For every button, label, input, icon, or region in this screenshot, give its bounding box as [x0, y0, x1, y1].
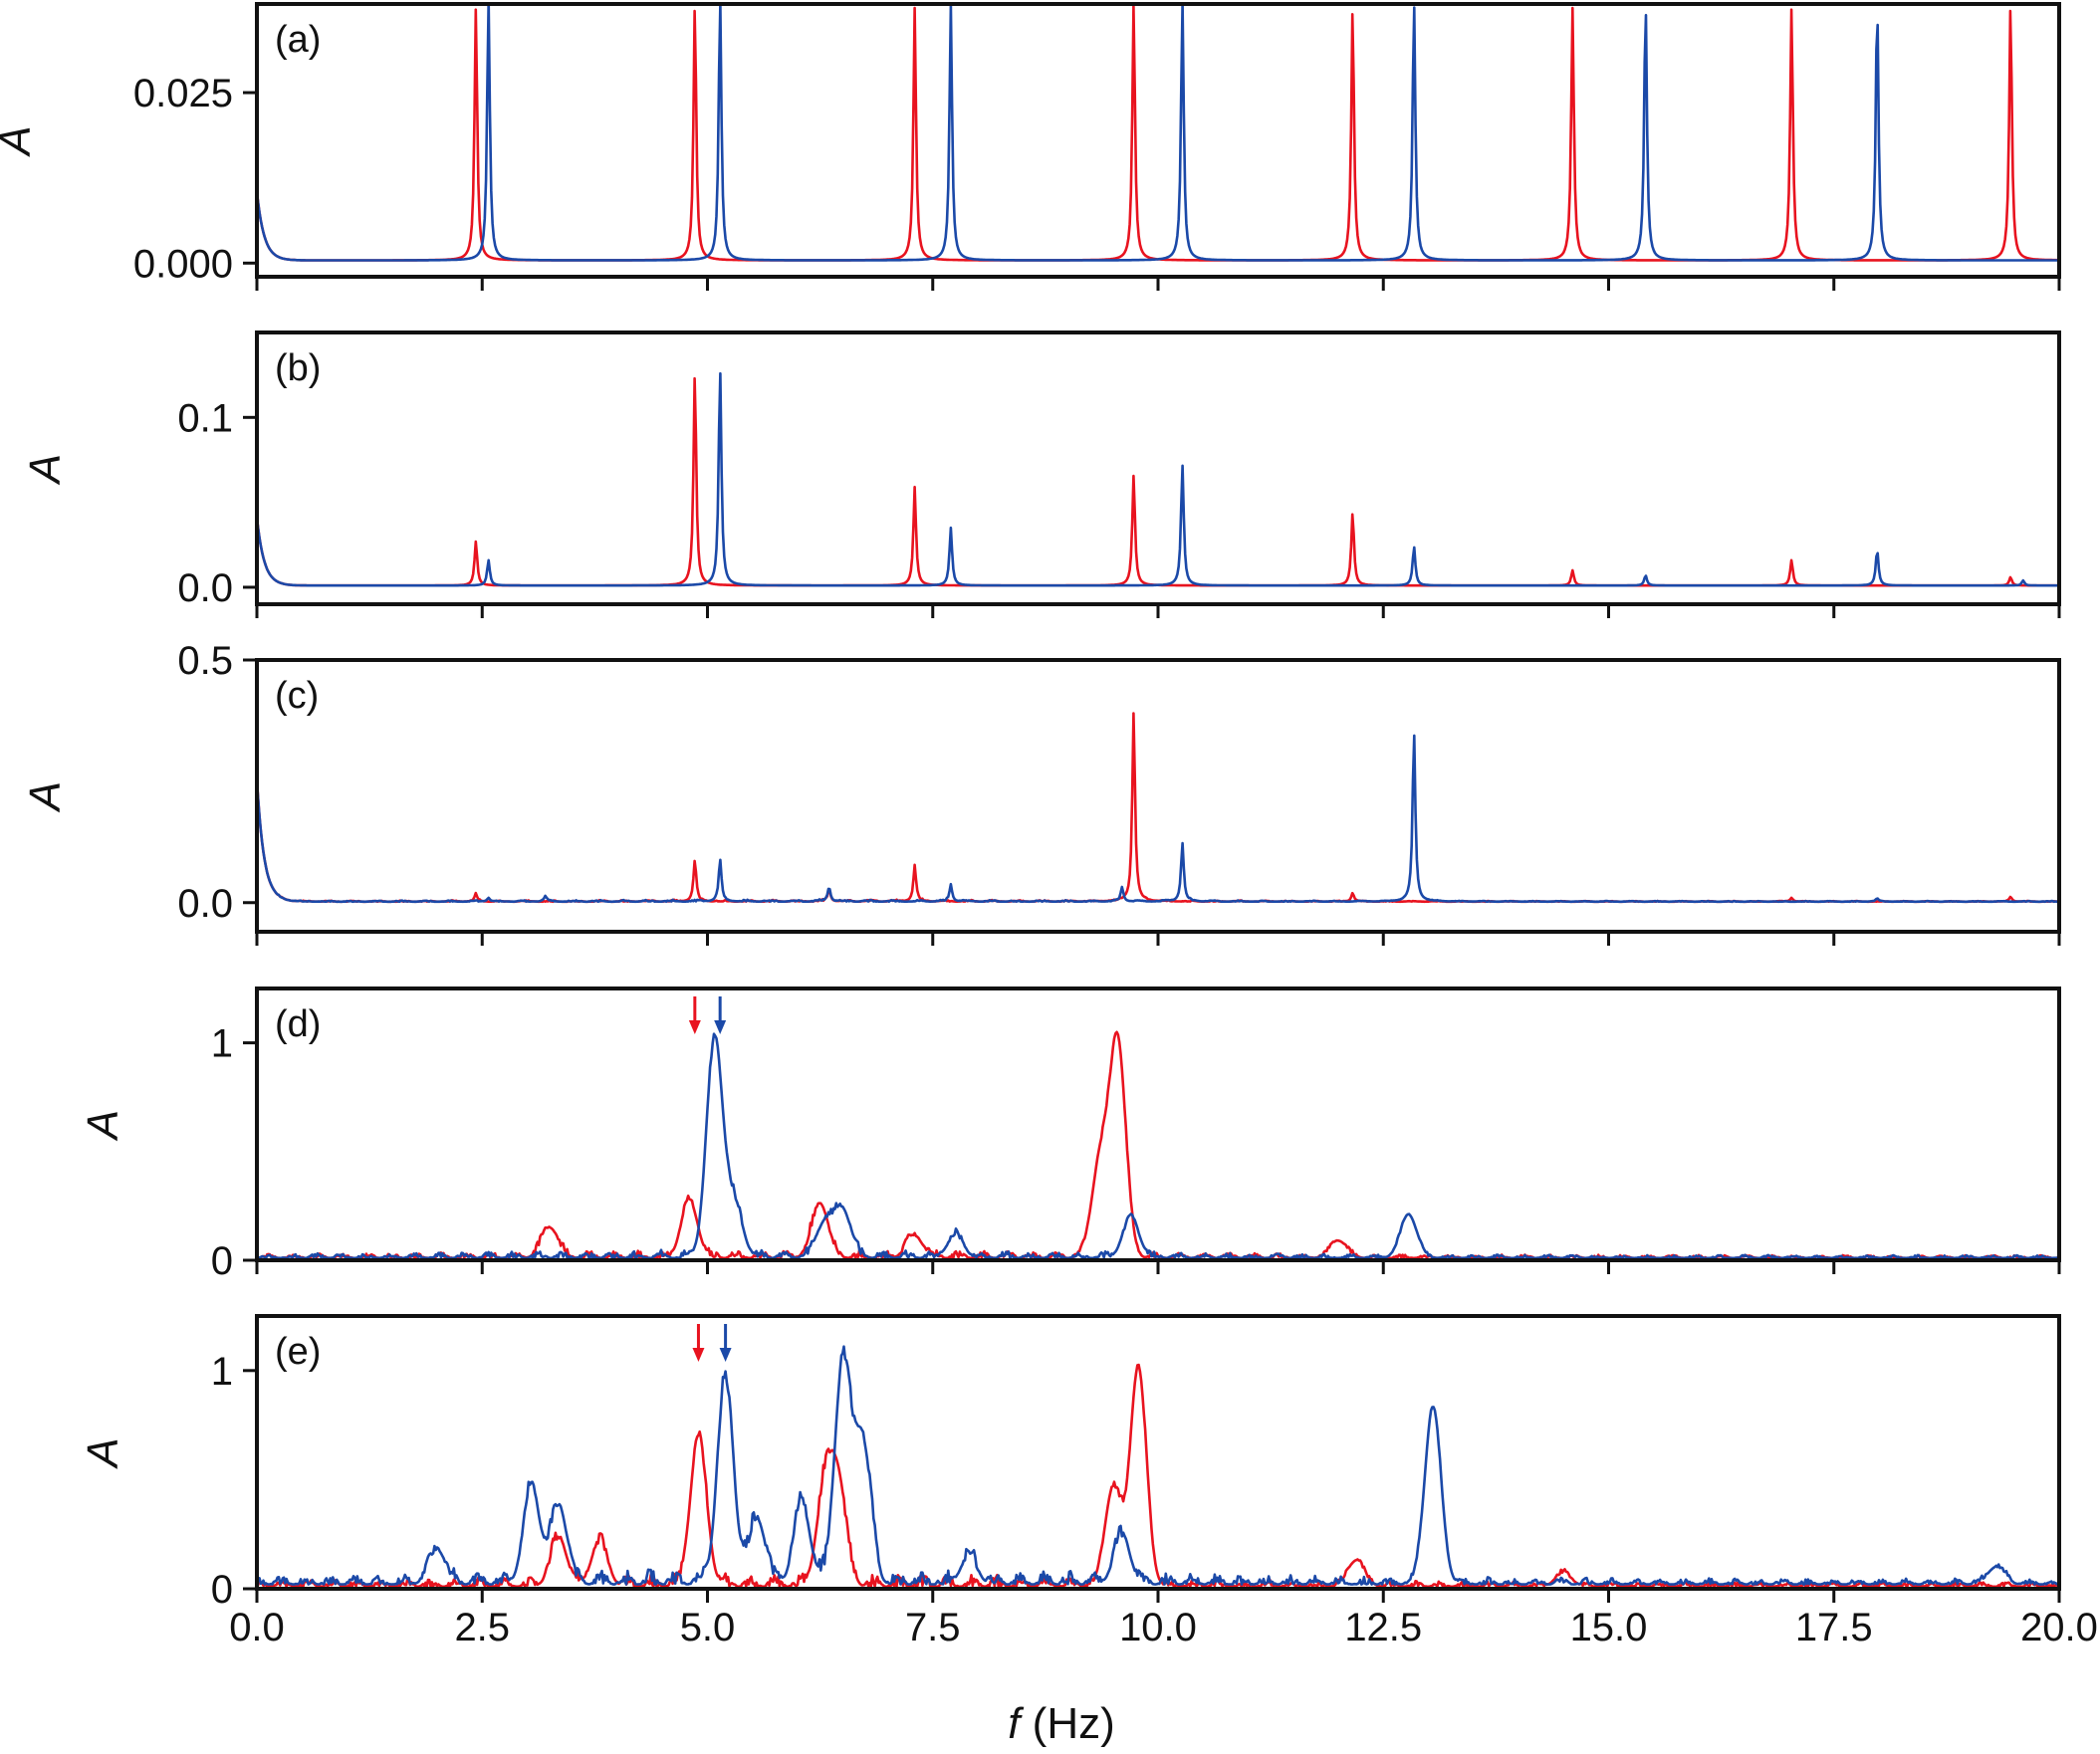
- series-line-blue: [257, 734, 2059, 904]
- y-tick-label: 0.0: [177, 882, 233, 926]
- series-line-blue: [257, 4, 2059, 262]
- panel-e: 0.0 2.5 5.0 7.5 10.0 12.5 15.0 17.5 20.0 0 1 (e) A: [79, 1314, 2098, 1649]
- series-line-blue: [257, 1032, 2059, 1260]
- panel-d: 0 1 (d) A: [79, 987, 2061, 1283]
- panel-a: 0.000 0.025 (a) A: [0, 2, 2061, 291]
- plot-frame: [255, 1314, 2061, 1591]
- marker-arrow-head-blue: [714, 1020, 727, 1034]
- y-axis-label: A: [0, 125, 40, 157]
- series-line-blue: [257, 371, 2059, 587]
- x-tick-label: 10.0: [1119, 1606, 1197, 1649]
- marker-arrow-head-red: [688, 1020, 701, 1034]
- series-line-red: [257, 1030, 2059, 1260]
- plot-frame: [255, 987, 2061, 1262]
- marker-arrow-head-blue: [719, 1348, 732, 1362]
- panel-tag: (a): [275, 19, 321, 61]
- series-line-red: [257, 376, 2059, 587]
- panel-tag: (e): [275, 1331, 321, 1373]
- y-tick-label: 0: [211, 1239, 233, 1283]
- marker-arrow-head-red: [692, 1348, 705, 1362]
- series-line-red: [257, 712, 2059, 904]
- plot-frame: [255, 658, 2061, 934]
- panel-b: 0.0 0.1 (b) A: [21, 330, 2061, 618]
- series-line-blue: [257, 1345, 2059, 1586]
- y-axis-label: A: [21, 781, 70, 813]
- series-line-red: [257, 1363, 2059, 1589]
- x-tick-label: 0.0: [229, 1606, 285, 1649]
- y-tick-label: 0.5: [177, 639, 233, 683]
- panel-tag: (b): [275, 347, 321, 389]
- y-tick-label: 0.1: [177, 396, 233, 440]
- y-axis-label: A: [79, 1437, 127, 1469]
- panels-layer: 0.000 0.025 (a) A 0.0 0.1 (b) A 0.0 0.5 (c) A 0 1 (d) A…: [0, 2, 2098, 1649]
- y-tick-label: 0.025: [133, 72, 233, 115]
- x-tick-label: 20.0: [2020, 1606, 2098, 1649]
- y-axis-label: A: [79, 1110, 127, 1142]
- x-axis-label: f (Hz): [1008, 1699, 1115, 1748]
- panel-tag: (c): [275, 675, 319, 717]
- y-tick-label: 0.0: [177, 566, 233, 610]
- x-tick-label: 15.0: [1570, 1606, 1648, 1649]
- panel-tag: (d): [275, 1003, 321, 1045]
- y-axis-label: A: [21, 454, 70, 486]
- y-tick-label: 0: [211, 1568, 233, 1612]
- y-tick-label: 0.000: [133, 242, 233, 286]
- x-tick-label: 17.5: [1795, 1606, 1873, 1649]
- plot-frame: [255, 330, 2061, 606]
- x-tick-label: 7.5: [905, 1606, 961, 1649]
- x-tick-label: 5.0: [680, 1606, 736, 1649]
- x-axis-unit: (Hz): [1020, 1699, 1114, 1748]
- series-line-red: [257, 5, 2059, 262]
- y-tick-label: 1: [211, 1350, 233, 1394]
- y-tick-label: 1: [211, 1022, 233, 1066]
- x-tick-label: 2.5: [454, 1606, 510, 1649]
- panel-c: 0.0 0.5 (c) A: [21, 639, 2061, 946]
- x-tick-label: 12.5: [1344, 1606, 1422, 1649]
